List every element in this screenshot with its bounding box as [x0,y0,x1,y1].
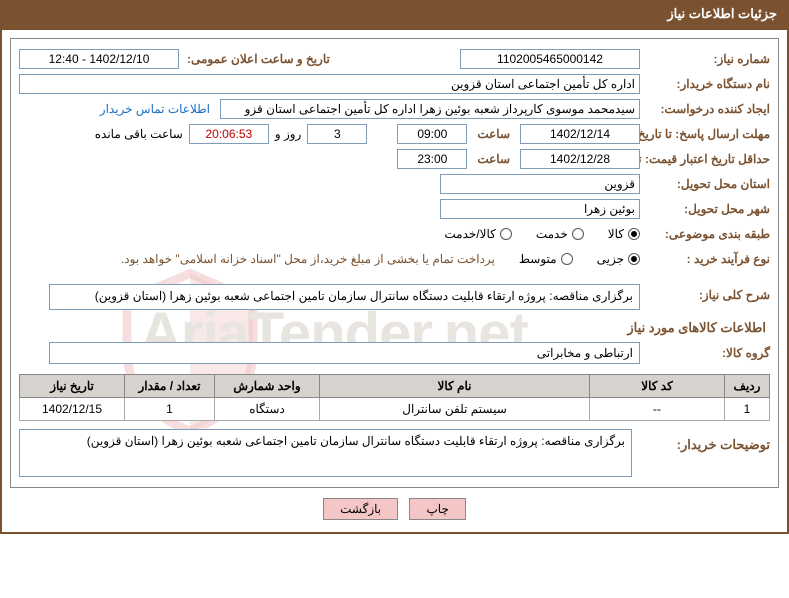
countdown-time: 20:06:53 [189,124,269,144]
goods-group-value: ارتباطی و مخابراتی [49,342,640,364]
reply-deadline-date: 1402/12/14 [520,124,640,144]
cell-row: 1 [725,398,770,421]
requester-label: ایجاد کننده درخواست: [640,102,770,116]
price-validity-time-label: ساعت [477,152,510,166]
cell-qty: 1 [125,398,215,421]
radio-dot-icon [561,253,573,265]
delivery-province-label: استان محل تحویل: [640,177,770,191]
days-suffix: روز و [275,127,302,141]
page-title: جزئیات اطلاعات نیاز [667,6,777,21]
details-panel: شماره نیاز: 1102005465000142 تاریخ و ساع… [10,38,779,488]
delivery-city-label: شهر محل تحویل: [640,202,770,216]
category-service-label: خدمت [536,227,568,241]
radio-dot-icon [572,228,584,240]
cell-code: -- [590,398,725,421]
category-goods-service-radio[interactable]: کالا/خدمت [444,227,511,241]
col-needdate: تاریخ نیاز [20,375,125,398]
col-code: کد کالا [590,375,725,398]
goods-section-title: اطلاعات کالاهای مورد نیاز [23,320,766,336]
col-row: ردیف [725,375,770,398]
process-medium-radio[interactable]: متوسط [519,252,573,266]
reply-deadline-label: مهلت ارسال پاسخ: تا تاریخ: [640,127,770,141]
process-type-label: نوع فرآیند خرید : [640,252,770,266]
price-validity-date: 1402/12/28 [520,149,640,169]
main-frame: شماره نیاز: 1102005465000142 تاریخ و ساع… [0,28,789,534]
remaining-suffix: ساعت باقی مانده [95,127,183,141]
cell-needdate: 1402/12/15 [20,398,125,421]
table-row: 1 -- سیستم تلفن سانترال دستگاه 1 1402/12… [20,398,770,421]
radio-dot-icon [628,228,640,240]
delivery-city-value: بوئین زهرا [440,199,640,219]
category-label: طبقه بندی موضوعی: [640,227,770,241]
process-medium-label: متوسط [519,252,557,266]
col-name: نام کالا [320,375,590,398]
announce-label: تاریخ و ساعت اعلان عمومی: [187,52,330,66]
goods-table: ردیف کد کالا نام کالا واحد شمارش تعداد /… [19,374,770,421]
requester-value: سیدمحمد موسوی کارپرداز شعبه بوئین زهرا ا… [220,99,640,119]
price-validity-label: حداقل تاریخ اعتبار قیمت: تا تاریخ: [640,152,770,166]
delivery-province-value: قزوین [440,174,640,194]
buyer-contact-link[interactable]: اطلاعات تماس خریدار [100,102,210,116]
button-row: چاپ بازگشت [10,498,779,520]
col-unit: واحد شمارش [215,375,320,398]
category-goods-label: کالا [608,227,624,241]
price-validity-time: 23:00 [397,149,467,169]
back-button[interactable]: بازگشت [323,498,398,520]
print-button[interactable]: چاپ [409,498,465,520]
category-goods-radio[interactable]: کالا [608,227,640,241]
reply-time-label: ساعت [477,127,510,141]
need-number-value: 1102005465000142 [460,49,640,69]
category-service-radio[interactable]: خدمت [536,227,584,241]
col-qty: تعداد / مقدار [125,375,215,398]
cell-unit: دستگاه [215,398,320,421]
buyer-note-label: توضیحات خریدار: [640,429,770,477]
category-goods-service-label: کالا/خدمت [444,227,495,241]
overview-label: شرح کلی نیاز: [640,284,770,302]
process-partial-radio[interactable]: جزیی [597,252,640,266]
cell-name: سیستم تلفن سانترال [320,398,590,421]
process-partial-label: جزیی [597,252,624,266]
need-number-label: شماره نیاز: [640,52,770,66]
radio-dot-icon [500,228,512,240]
overview-text: برگزاری مناقصه: پروژه ارتقاء قابلیت دستگ… [49,284,640,310]
page-title-bar: جزئیات اطلاعات نیاز [0,0,789,28]
radio-dot-icon [628,253,640,265]
buyer-org-value: اداره کل تأمین اجتماعی استان قزوین [19,74,640,94]
buyer-org-label: نام دستگاه خریدار: [640,77,770,91]
days-remaining: 3 [307,124,367,144]
goods-group-label: گروه کالا: [640,346,770,360]
announce-value: 1402/12/10 - 12:40 [19,49,179,69]
process-note: پرداخت تمام یا بخشی از مبلغ خرید،از محل … [121,252,495,266]
reply-deadline-time: 09:00 [397,124,467,144]
buyer-note-text: برگزاری مناقصه: پروژه ارتقاء قابلیت دستگ… [19,429,632,477]
